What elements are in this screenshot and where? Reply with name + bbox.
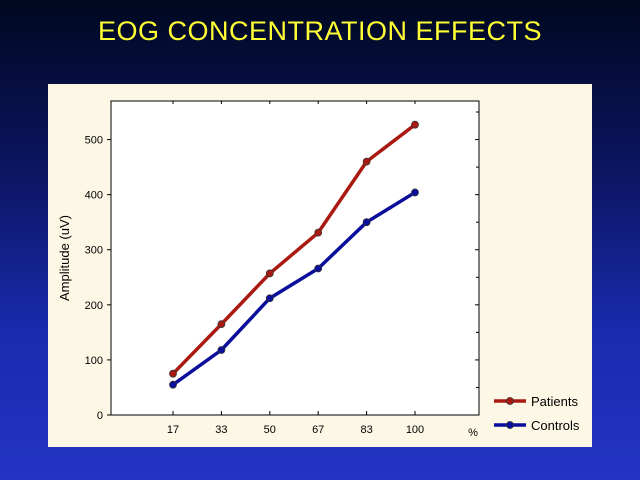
x-tick-label: 33 [215,424,227,436]
data-point-patients [169,369,177,378]
x-axis-label: % [468,427,478,439]
y-tick-label: 300 [85,245,103,257]
x-tick-label: 83 [360,424,372,436]
y-tick-label: 400 [85,190,103,202]
y-axis-label: Amplitude (uV) [57,215,72,301]
data-point-controls [411,188,419,197]
data-point-controls [314,264,323,273]
series-line-controls [171,190,416,387]
data-point-controls [169,380,177,389]
legend-label: Patients [531,394,578,409]
x-tick-label: 17 [167,424,179,436]
data-point-controls [217,346,226,354]
data-point-controls [265,294,274,303]
data-point-patients [314,228,323,237]
data-point-patients [362,157,371,166]
line-chart: 0 100 200 300 400 500 17 33 50 67 83 100 Patients C… [57,100,580,439]
chart-panel: 0 100 200 300 400 500 17 33 50 67 83 100 Patients C… [48,84,592,447]
data-point-patients [411,120,419,129]
y-tick-label: 0 [97,410,103,422]
x-tick-label: 50 [264,424,276,436]
data-point-patients [265,269,274,278]
series-line-patients [171,123,417,375]
legend-marker [506,421,514,429]
y-tick-label: 500 [85,135,103,147]
data-point-patients [217,320,226,329]
plot-area [110,100,480,416]
legend-label: Controls [531,418,580,433]
y-tick-label: 100 [85,355,103,367]
x-tick-label: 100 [406,424,424,436]
x-tick-label: 67 [312,424,324,436]
legend-marker [506,397,514,405]
data-point-controls [362,218,371,227]
slide-title: EOG CONCENTRATION EFFECTS [97,16,542,46]
y-tick-label: 200 [85,300,103,312]
